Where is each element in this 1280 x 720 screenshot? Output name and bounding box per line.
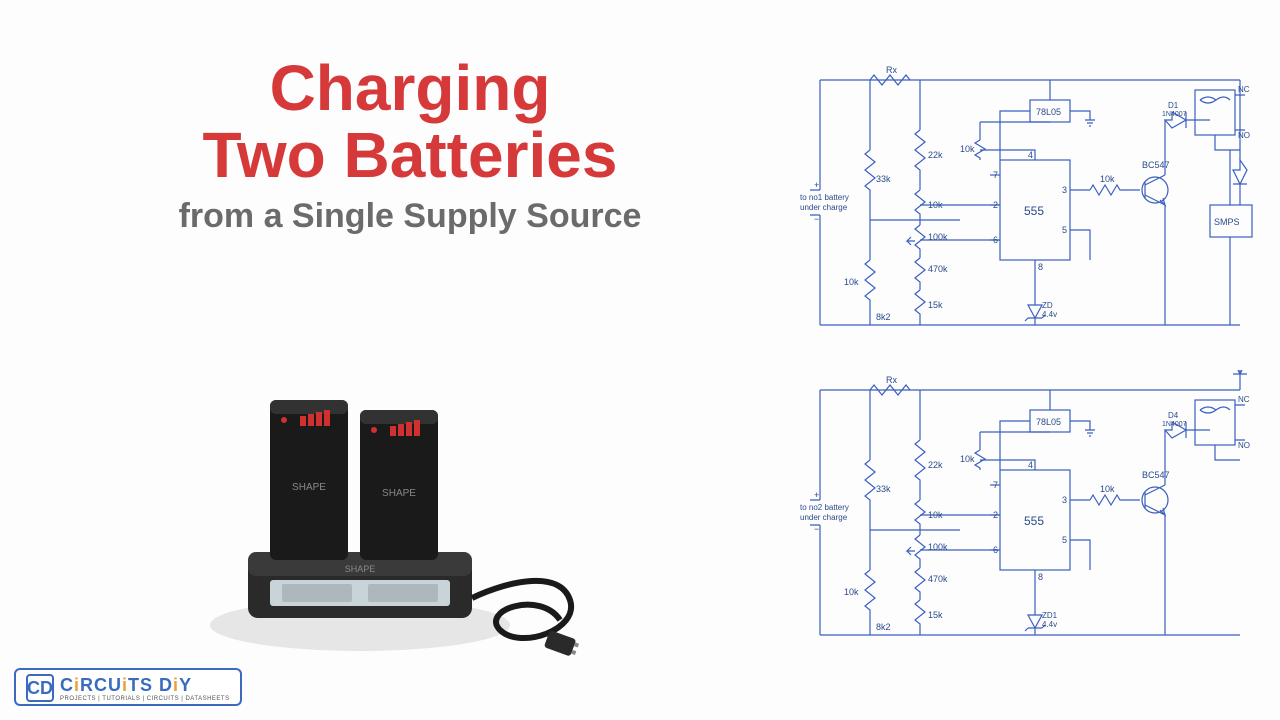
svg-text:+: + xyxy=(814,490,819,500)
pin4-top: 4 xyxy=(1028,150,1033,160)
label-78l05-top: 78L05 xyxy=(1036,107,1061,117)
label-zdv-top: 4.4v xyxy=(1042,310,1057,319)
title-line1: Charging xyxy=(110,55,710,122)
label-no-bot: NO xyxy=(1238,441,1250,450)
label-470k-bot: 470k xyxy=(928,574,948,584)
label-100k-bot: 100k xyxy=(928,542,948,552)
site-logo: CD CiRCUiTS DiY PROJECTS | TUTORIALS | C… xyxy=(14,668,242,706)
label-nc-top: NC xyxy=(1238,85,1250,94)
label-batt2b: under charge xyxy=(800,513,848,522)
label-10k-bot-a: 10k xyxy=(844,587,859,597)
label-22k-bot: 22k xyxy=(928,460,943,470)
label-rx-top: Rx xyxy=(886,65,897,75)
pin6-top: 6 xyxy=(993,235,998,245)
label-10k-top-a: 10k xyxy=(844,277,859,287)
label-8k2-bot: 8k2 xyxy=(876,622,891,632)
logo-text-block: CiRCUiTS DiY PROJECTS | TUTORIALS | CIRC… xyxy=(60,675,230,702)
label-10k-bot-d: 10k xyxy=(1100,484,1115,494)
logo-sub-text: PROJECTS | TUTORIALS | CIRCUITS | DATASH… xyxy=(60,696,230,702)
circuit-diagram-panel: Rx + − to no1 battery under charge 33k 1… xyxy=(800,60,1260,660)
logo-main-text: CiRCUiTS DiY xyxy=(60,675,230,696)
label-10k-top-d: 10k xyxy=(1100,174,1115,184)
label-10k-bot-c: 10k xyxy=(960,454,975,464)
label-8k2-top: 8k2 xyxy=(876,312,891,322)
label-15k-top: 15k xyxy=(928,300,943,310)
label-555-top: 555 xyxy=(1024,204,1044,218)
svg-text:D4: D4 xyxy=(1168,411,1179,420)
circuit-block-bottom: Rx + − to no2 battery under charge 33k 1… xyxy=(800,370,1260,660)
subtitle: from a Single Supply Source xyxy=(110,197,710,236)
label-22k-top: 22k xyxy=(928,150,943,160)
label-100k-top: 100k xyxy=(928,232,948,242)
label-batt1a: to no1 battery xyxy=(800,193,849,202)
label-33k-bot: 33k xyxy=(876,484,891,494)
label-d1n-top: 1N4007 xyxy=(1162,111,1187,118)
label-smps: SMPS xyxy=(1214,217,1240,227)
svg-text:5: 5 xyxy=(1062,535,1067,545)
svg-text:6: 6 xyxy=(993,545,998,555)
label-bc547-bot: BC547 xyxy=(1142,470,1170,480)
label-33k-top: 33k xyxy=(876,174,891,184)
label-470k-top: 470k xyxy=(928,264,948,274)
label-15k-bot: 15k xyxy=(928,610,943,620)
label-batt1b: under charge xyxy=(800,203,848,212)
label-555-bot: 555 xyxy=(1024,514,1044,528)
label-bc547-top: BC547 xyxy=(1142,160,1170,170)
svg-text:3: 3 xyxy=(1062,495,1067,505)
label-rx-bot: Rx xyxy=(886,375,897,385)
svg-text:1N4007: 1N4007 xyxy=(1162,421,1187,428)
title-line2: Two Batteries xyxy=(110,122,710,189)
pin8-top: 8 xyxy=(1038,262,1043,272)
label-batt2a: to no2 battery xyxy=(800,503,849,512)
logo-icon: CD xyxy=(26,674,54,702)
label-10k-top-c: 10k xyxy=(960,144,975,154)
product-charger-image: SHAPE SHAPE SHAPE xyxy=(200,330,620,670)
label-zd-top: ZD xyxy=(1042,301,1053,310)
svg-text:2: 2 xyxy=(993,510,998,520)
label-nc-bot: NC xyxy=(1238,395,1250,404)
pin7-top: 7 xyxy=(993,170,998,180)
label-no-top: NO xyxy=(1238,131,1250,140)
pin2-top: 2 xyxy=(993,200,998,210)
svg-text:4.4v: 4.4v xyxy=(1042,620,1057,629)
svg-text:8: 8 xyxy=(1038,572,1043,582)
pin3-top: 3 xyxy=(1062,185,1067,195)
svg-text:7: 7 xyxy=(993,480,998,490)
svg-text:−: − xyxy=(814,524,819,534)
label-78l05-bot: 78L05 xyxy=(1036,417,1061,427)
label-d1-top: D1 xyxy=(1168,101,1179,110)
battery2-brand-label: SHAPE xyxy=(382,488,416,499)
label-10k-top-b: 10k xyxy=(928,200,943,210)
dock-brand-label: SHAPE xyxy=(345,564,376,574)
logo-icon-text: CD xyxy=(27,678,53,699)
battery1-brand-label: SHAPE xyxy=(292,482,326,493)
label-10k-bot-b: 10k xyxy=(928,510,943,520)
circuit-block-top: Rx + − to no1 battery under charge 33k 1… xyxy=(800,60,1260,350)
label-plus-top: + xyxy=(814,180,819,190)
svg-text:ZD1: ZD1 xyxy=(1042,611,1058,620)
pin5-top: 5 xyxy=(1062,225,1067,235)
title-block: Charging Two Batteries from a Single Sup… xyxy=(110,55,710,236)
label-minus-top: − xyxy=(814,214,819,224)
svg-text:4: 4 xyxy=(1028,460,1033,470)
